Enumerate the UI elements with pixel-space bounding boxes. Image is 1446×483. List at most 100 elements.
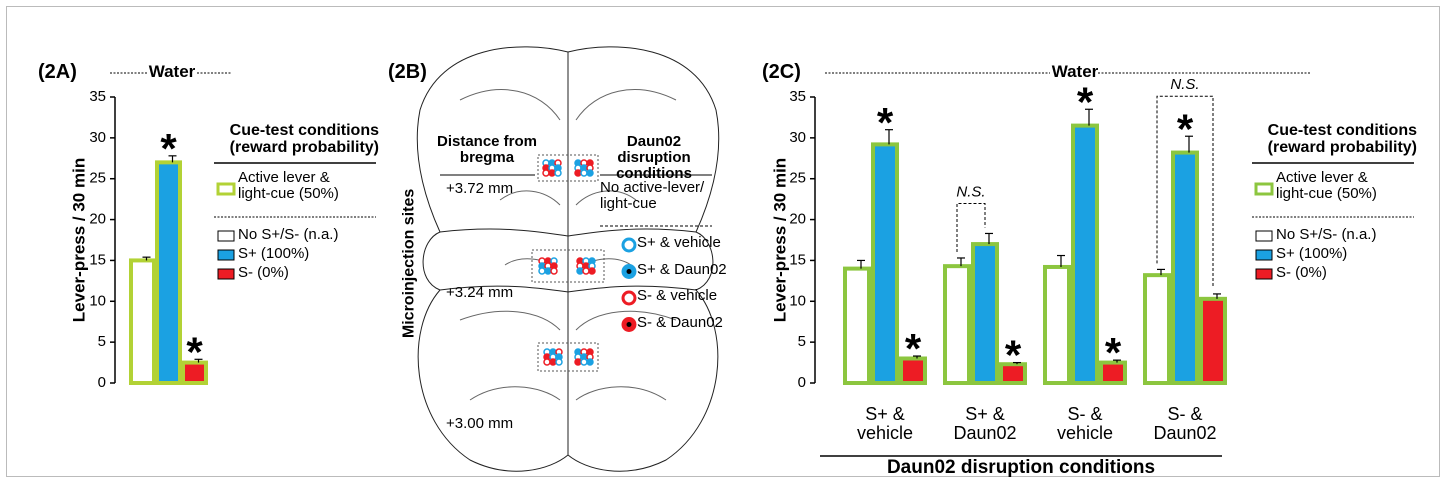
- bar: [1201, 299, 1225, 383]
- y-tick-label: 5: [798, 333, 806, 350]
- distance-label: +3.72 mm: [446, 181, 513, 197]
- bracket-label: N.S.: [956, 183, 985, 200]
- significance-mark: *: [1005, 332, 1022, 379]
- site-dot: [551, 268, 557, 274]
- significance-mark: *: [1177, 105, 1194, 152]
- bar: [1173, 153, 1197, 383]
- y-tick-label: 35: [89, 88, 106, 105]
- x-tick-label: S+ & vehicle: [849, 405, 921, 443]
- site-dot: [589, 268, 595, 274]
- significance-mark: *: [1105, 329, 1122, 376]
- control-label: No active-lever/ light-cue: [600, 180, 712, 212]
- panel-label: (2B): [388, 62, 427, 83]
- significance-mark: *: [877, 99, 894, 146]
- legend-swatch: [1256, 269, 1272, 279]
- legend-swatch: [218, 269, 234, 279]
- chart: Lever-press / 30 min 0 5 10 15 20 25 30 35 * * Leve…: [0, 0, 1446, 483]
- y-tick-label: 20: [789, 211, 806, 228]
- x-tick-label: S- & vehicle: [1049, 405, 1121, 443]
- significance-mark: *: [160, 125, 177, 172]
- legend-label: S+ (100%): [238, 246, 309, 262]
- y-tick-label: 0: [798, 374, 806, 391]
- bar: [157, 162, 180, 383]
- legend-label: S- & Daun02: [637, 315, 723, 331]
- legend-label: No S+/S- (n.a.): [1276, 227, 1376, 243]
- figure: Lever-press / 30 min 0 5 10 15 20 25 30 35 * * Leve…: [0, 0, 1446, 483]
- legend-title: Cue-test conditions (reward probability): [1252, 123, 1417, 157]
- injection-sites: [539, 160, 595, 365]
- distance-label: +3.24 mm: [446, 285, 513, 301]
- site-dot: [549, 170, 555, 176]
- panel-label: (2C): [762, 62, 801, 83]
- y-tick-label: 5: [98, 333, 106, 350]
- bar: [1145, 275, 1169, 383]
- legend-swatch: [218, 250, 234, 260]
- legend-swatch: [1256, 250, 1272, 260]
- y-tick-label: 10: [89, 292, 106, 309]
- legend-swatch: [218, 231, 234, 241]
- x-axis-label: Daun02 disruption conditions: [820, 458, 1222, 478]
- y-tick-label: 15: [789, 251, 806, 268]
- legend-marker-core: [627, 322, 632, 327]
- y-tick-label: 15: [89, 251, 106, 268]
- legend-label: S+ & vehicle: [637, 235, 721, 251]
- bar: [1045, 267, 1069, 383]
- legend-swatch: [1256, 184, 1272, 194]
- legend-marker-core: [627, 269, 632, 274]
- bar: [1073, 126, 1097, 383]
- site-dot: [587, 359, 593, 365]
- legend-label: S- (0%): [1276, 265, 1327, 281]
- side-label: Microinjection sites: [402, 173, 419, 353]
- legend-label: Active lever & light-cue (50%): [238, 170, 363, 202]
- y-tick-label: 35: [789, 88, 806, 105]
- panel-label: (2A): [38, 62, 77, 83]
- legend-label: Active lever & light-cue (50%): [1276, 170, 1401, 202]
- bar: [973, 244, 997, 383]
- y-tick-label: 0: [98, 374, 106, 391]
- site-dot: [575, 359, 581, 365]
- bracket-label: N.S.: [1170, 76, 1199, 93]
- chart-title: Water: [132, 63, 212, 81]
- site-dot: [583, 268, 589, 274]
- bar: [845, 269, 869, 383]
- site-dot: [575, 170, 581, 176]
- site-dot: [550, 359, 556, 365]
- legend-label: S+ (100%): [1276, 246, 1347, 262]
- y-tick-label: 20: [89, 211, 106, 228]
- legend-label: No S+/S- (n.a.): [238, 227, 338, 243]
- y-tick-label: 30: [89, 129, 106, 146]
- legend-swatch: [1256, 231, 1272, 241]
- site-dot: [543, 170, 549, 176]
- bar: [945, 266, 969, 383]
- distance-label: +3.00 mm: [446, 416, 513, 432]
- site-dot: [545, 268, 551, 274]
- site-dot: [556, 359, 562, 365]
- legend-marker: [623, 292, 635, 304]
- y-tick-label: 25: [89, 170, 106, 187]
- brain-section: [417, 47, 718, 471]
- legend-label: S+ & Daun02: [637, 262, 727, 278]
- x-tick-label: S+ & Daun02: [949, 405, 1021, 443]
- legend-title: Cue-test conditions (reward probability): [214, 123, 379, 157]
- legend-marker: [623, 239, 635, 251]
- site-dot: [577, 268, 583, 274]
- legend-swatch: [218, 184, 234, 194]
- right-heading: Daun02 disruption conditions: [592, 134, 716, 181]
- y-tick-label: 10: [789, 292, 806, 309]
- bar: [873, 144, 897, 383]
- y-tick-label: 25: [789, 170, 806, 187]
- y-axis-label: Lever-press / 30 min: [69, 158, 88, 322]
- y-axis-label: Lever-press / 30 min: [770, 158, 789, 322]
- left-heading: Distance from bregma: [432, 134, 542, 166]
- significance-mark: *: [186, 328, 203, 375]
- site-dot: [544, 359, 550, 365]
- significance-mark: *: [1077, 78, 1094, 125]
- legend-label: S- (0%): [238, 265, 289, 281]
- site-dot: [555, 170, 561, 176]
- site-dot: [539, 268, 545, 274]
- y-tick-label: 30: [789, 129, 806, 146]
- x-tick-label: S- & Daun02: [1149, 405, 1221, 443]
- significance-mark: *: [905, 325, 922, 372]
- bar: [131, 260, 154, 383]
- chart-title: Water: [1035, 63, 1115, 81]
